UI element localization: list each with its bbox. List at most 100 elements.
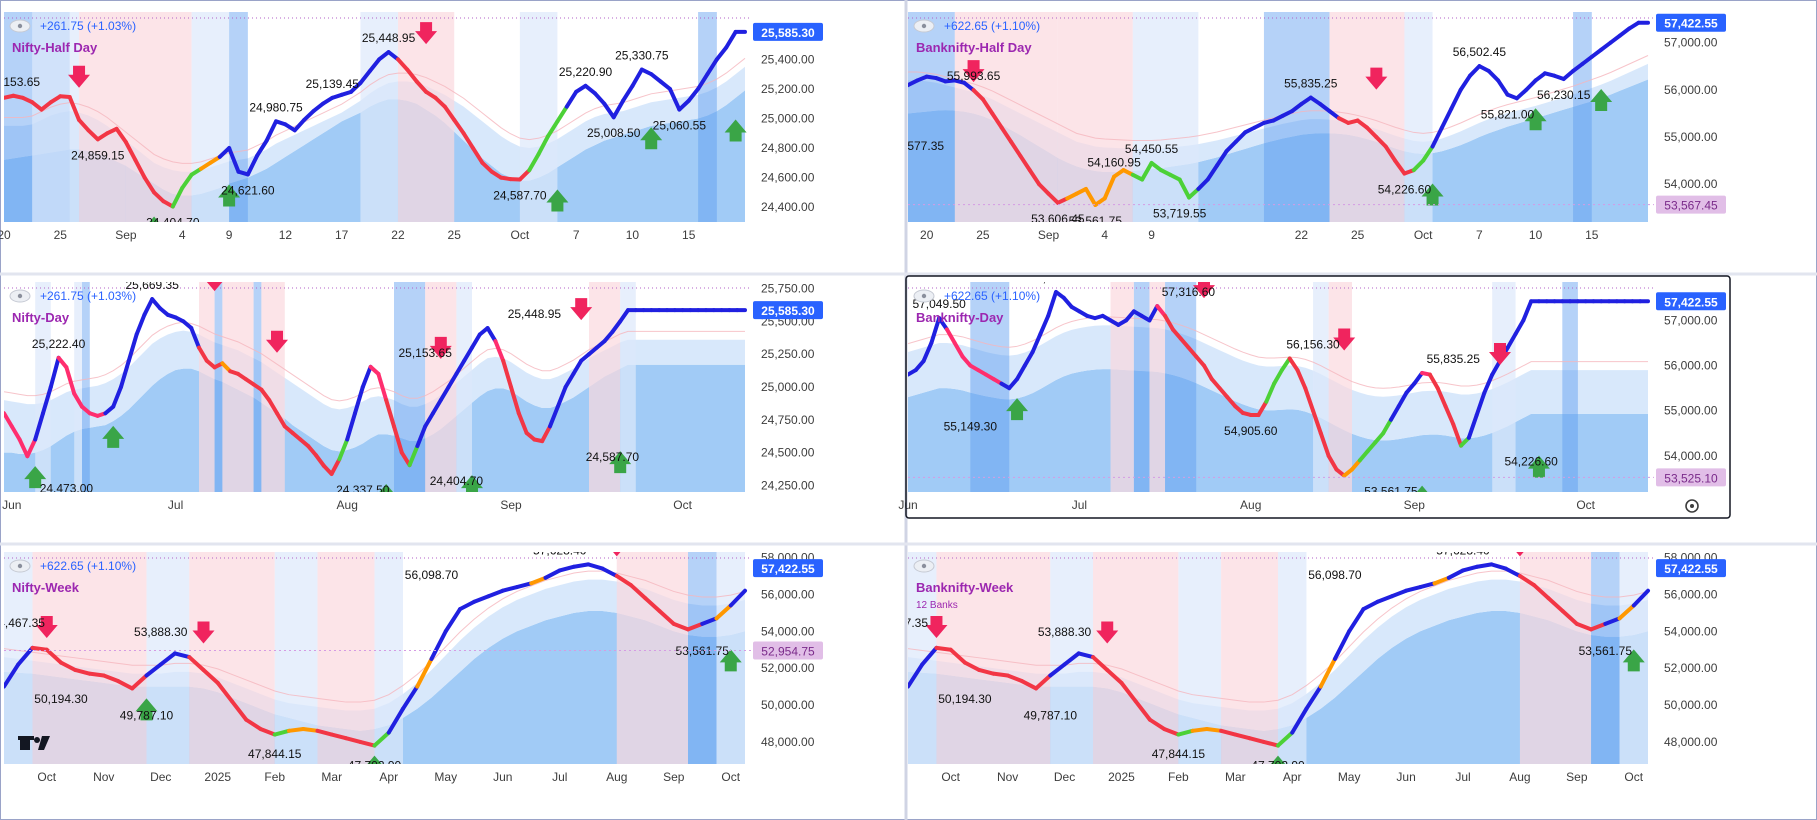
- price-segment: [555, 104, 569, 124]
- price-segment: [1105, 667, 1124, 685]
- price-segment: [1318, 431, 1331, 458]
- trend-area-band: [908, 63, 1648, 172]
- price-segment: [133, 157, 147, 180]
- price-segment: [1030, 331, 1043, 354]
- chart-pane-nifty-half-day[interactable]: 25,153.65 24,859.15 24,404.70 24,980.75 24,6…: [0, 8, 827, 248]
- price-segment: [728, 588, 747, 608]
- price-segment: [302, 109, 316, 122]
- price-segment: [1468, 64, 1482, 78]
- x-tick-label: May: [434, 770, 457, 784]
- price-segment: [292, 117, 307, 133]
- price-segment: [259, 387, 272, 403]
- signal-region: [4, 552, 33, 764]
- price-segment: [1393, 158, 1407, 176]
- price-segment: [529, 575, 548, 586]
- buy-signal-arrow: [1006, 398, 1029, 421]
- data-label: 53,561.75: [1364, 485, 1418, 499]
- x-tick-label: Jun: [493, 770, 512, 784]
- price-axis[interactable]: [751, 548, 827, 790]
- plot-area[interactable]: 54,467.35 50,194.30 53,888.30 49,787.10 47,8…: [0, 534, 751, 777]
- data-label: 50,194.30: [938, 692, 992, 706]
- buy-signal-arrow: [367, 755, 382, 764]
- signal-region: [616, 552, 688, 764]
- buy-signal-arrow: [1270, 755, 1286, 764]
- x-tick-label: Mar: [1225, 770, 1246, 784]
- price-segment: [1427, 372, 1440, 391]
- price-segment: [258, 726, 277, 737]
- price-segment: [134, 312, 147, 337]
- price-segment: [611, 98, 626, 120]
- price-axis[interactable]: [751, 8, 827, 248]
- data-label: 25,060.55: [653, 119, 707, 133]
- price-segment: [4, 662, 21, 689]
- x-tick-label: Jun: [2, 498, 21, 512]
- price-segment: [344, 736, 363, 744]
- price-segment: [1215, 149, 1229, 168]
- price-segment: [87, 671, 106, 678]
- price-segment: [1261, 739, 1280, 748]
- signal-region: [199, 282, 215, 492]
- price-segment: [602, 329, 615, 344]
- price-segment: [643, 596, 662, 613]
- price-segment: [301, 726, 320, 733]
- y-tick-label: 55,000.00: [1664, 404, 1718, 418]
- chart-subtitle: 12 Banks: [916, 600, 958, 611]
- price-segment: [500, 585, 519, 593]
- signal-region: [261, 282, 285, 492]
- price-segment: [564, 89, 579, 109]
- gear-icon[interactable]: [1685, 499, 1699, 513]
- plot-area[interactable]: ,467.35 50,194.30 53,888.30 49,787.10 47,844…: [888, 534, 1654, 777]
- price-segment: [272, 728, 291, 737]
- price-segment: [944, 327, 957, 345]
- price-axis[interactable]: [1654, 548, 1730, 790]
- price-segment: [1503, 566, 1522, 578]
- price-segment: [543, 568, 562, 580]
- y-tick-label: 56,000.00: [1664, 359, 1718, 373]
- signal-region: [698, 12, 717, 222]
- data-label: 55,149.30: [944, 420, 998, 434]
- chart-pane-nifty-day[interactable]: 25,222.40 24,473.00 25,669.35 24,337.50 25,1…: [2, 269, 827, 518]
- tradingview-logo-icon[interactable]: [18, 736, 50, 750]
- price-segment: [1204, 726, 1224, 733]
- plot-area[interactable]: 25,153.65 24,859.15 24,404.70 24,980.75 24,6…: [0, 12, 751, 239]
- price-segment: [25, 437, 38, 459]
- chart-pane-banknifty-day[interactable]: 57,049.5055,149.3057,628.4057,316.6054,9…: [898, 271, 1730, 518]
- chart-title: Banknifty-Week: [916, 580, 1014, 595]
- plot-area[interactable]: 25,222.40 24,473.00 25,669.35 24,337.50 25,1…: [4, 269, 751, 506]
- signal-region: [191, 12, 230, 222]
- x-tick-label: 15: [682, 228, 696, 242]
- data-label: 55,821.00: [1481, 107, 1535, 121]
- price-segment: [1517, 573, 1537, 588]
- x-tick-label: Sep: [500, 498, 522, 512]
- price-segment: [592, 91, 607, 106]
- data-label: 25,222.40: [32, 337, 86, 351]
- data-label: 49,787.10: [1024, 708, 1078, 722]
- data-label: 25,448.95: [508, 307, 562, 321]
- price-segment: [527, 151, 541, 173]
- trend-area-lower: [4, 364, 745, 492]
- x-tick-label: 25: [448, 228, 462, 242]
- price-segment: [572, 562, 591, 569]
- chart-pane-nifty-week[interactable]: 54,467.35 50,194.30 53,888.30 49,787.10 47,8…: [0, 534, 827, 790]
- y-tick-label: 57,000.00: [1664, 313, 1718, 327]
- signal-region: [82, 282, 90, 492]
- x-tick-label: 22: [1295, 228, 1309, 242]
- price-segment: [714, 603, 733, 621]
- buy-signal-arrow: [461, 475, 483, 492]
- chart-pane-banknifty-week[interactable]: ,467.35 50,194.30 53,888.30 49,787.10 47,844…: [888, 534, 1730, 790]
- price-segment: [977, 667, 996, 676]
- x-tick-label: Oct: [721, 770, 740, 784]
- signal-region: [214, 282, 223, 492]
- price-segment: [1631, 588, 1650, 608]
- price-segment: [1009, 139, 1023, 158]
- price-segment: [173, 651, 192, 660]
- price-segment: [470, 146, 485, 165]
- reference-price-tag: [1656, 468, 1726, 487]
- plot-area[interactable]: 57,049.5055,149.3057,628.4057,316.6054,9…: [908, 271, 1654, 508]
- price-segment: [1617, 603, 1636, 621]
- change-text: +622.65 (+1.10%): [944, 19, 1040, 33]
- price-segment: [438, 385, 451, 403]
